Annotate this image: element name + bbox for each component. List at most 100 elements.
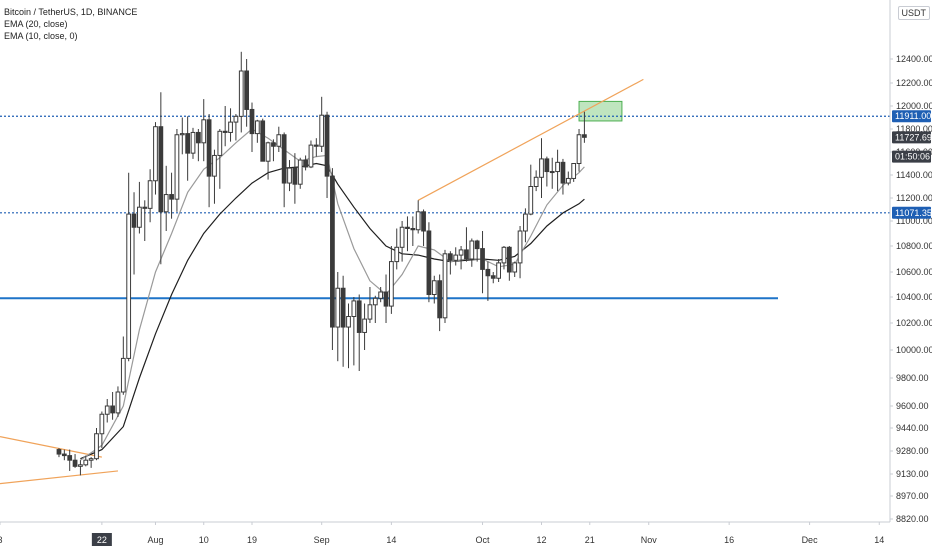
candle-body[interactable] (158, 126, 164, 213)
candle-body[interactable] (405, 226, 410, 229)
candle-body[interactable] (544, 158, 550, 173)
candle-body[interactable] (362, 318, 367, 333)
candle-body[interactable] (571, 163, 577, 179)
candle-body[interactable] (281, 134, 287, 184)
candle-body[interactable] (153, 126, 158, 182)
candle-body[interactable] (490, 275, 496, 279)
candle-body[interactable] (576, 134, 582, 164)
candle-body[interactable] (313, 144, 319, 147)
candle-body[interactable] (426, 230, 432, 295)
candle-body[interactable] (61, 453, 67, 457)
candle-body[interactable] (265, 142, 271, 162)
target-box[interactable] (578, 100, 623, 122)
candle-body[interactable] (212, 154, 217, 177)
candle-body[interactable] (206, 119, 212, 177)
candle-body[interactable] (217, 130, 223, 156)
candle-body[interactable] (99, 413, 105, 435)
candle-body[interactable] (137, 206, 142, 228)
candle-body[interactable] (340, 287, 346, 328)
candle-body[interactable] (512, 262, 518, 273)
candle-body[interactable] (72, 459, 78, 467)
candle-body[interactable] (115, 391, 121, 414)
candle-body[interactable] (555, 161, 560, 173)
candle-body[interactable] (88, 458, 94, 461)
candle-body[interactable] (565, 177, 571, 184)
candle-body[interactable] (431, 280, 437, 295)
trendline[interactable] (0, 470, 119, 485)
candle-body[interactable] (233, 115, 239, 123)
candle-body[interactable] (147, 180, 153, 209)
candle-body[interactable] (104, 405, 110, 415)
candle-body[interactable] (292, 167, 298, 185)
candle-body[interactable] (126, 213, 132, 359)
candle-body[interactable] (319, 114, 325, 147)
candle-body[interactable] (222, 130, 228, 133)
candle-body[interactable] (260, 120, 266, 162)
trendline[interactable] (0, 436, 102, 458)
candle-body[interactable] (528, 186, 534, 215)
candle-body[interactable] (244, 70, 250, 110)
candle-body[interactable] (94, 433, 99, 460)
candle-body[interactable] (271, 142, 276, 147)
candle-body[interactable] (383, 291, 389, 307)
candle-body[interactable] (254, 120, 260, 135)
candle-body[interactable] (201, 119, 207, 144)
candle-body[interactable] (389, 261, 394, 307)
candle-body[interactable] (163, 194, 169, 213)
candle-body[interactable] (410, 228, 416, 231)
candle-body[interactable] (297, 159, 303, 185)
candle-body[interactable] (238, 70, 244, 117)
candle-body[interactable] (276, 134, 282, 147)
candle-body[interactable] (249, 108, 255, 135)
candle-body[interactable] (308, 144, 314, 168)
candle-body[interactable] (399, 226, 405, 248)
candle-body[interactable] (346, 316, 351, 328)
candle-body[interactable] (517, 230, 523, 264)
candle-body[interactable] (303, 159, 308, 168)
candle-body[interactable] (453, 254, 459, 261)
candle-body[interactable] (131, 213, 137, 228)
candle-body[interactable] (415, 211, 421, 231)
trendline[interactable] (417, 78, 644, 201)
candle-body[interactable] (356, 300, 362, 333)
candle-body[interactable] (335, 287, 341, 328)
candle-body[interactable] (378, 291, 384, 299)
candle-body[interactable] (447, 253, 453, 261)
candle-body[interactable] (185, 133, 191, 154)
candle-body[interactable] (169, 194, 174, 200)
candle-body[interactable] (560, 161, 566, 184)
candle-body[interactable] (469, 240, 475, 260)
candle-body[interactable] (228, 121, 233, 133)
candle-body[interactable] (458, 249, 464, 256)
candle-body[interactable] (179, 133, 185, 136)
candle-body[interactable] (474, 240, 480, 250)
candle-body[interactable] (394, 246, 400, 263)
candle-body[interactable] (437, 280, 443, 319)
candle-body[interactable] (367, 304, 373, 320)
candle-body[interactable] (501, 246, 507, 264)
candle-body[interactable] (120, 357, 126, 393)
candle-body[interactable] (83, 459, 89, 466)
candle-body[interactable] (330, 175, 335, 328)
candle-body[interactable] (421, 211, 426, 232)
candle-body[interactable] (582, 134, 587, 138)
candle-body[interactable] (67, 455, 73, 461)
candle-body[interactable] (480, 248, 485, 270)
candle-body[interactable] (442, 253, 448, 319)
candle-body[interactable] (506, 246, 512, 273)
candle-body[interactable] (287, 167, 292, 184)
candle-body[interactable] (56, 449, 62, 455)
candle-body[interactable] (324, 114, 330, 177)
candle-body[interactable] (174, 134, 180, 200)
candle-body[interactable] (539, 158, 544, 178)
candle-body[interactable] (533, 176, 539, 188)
candle-body[interactable] (110, 405, 115, 414)
currency-label[interactable]: USDT (897, 6, 930, 20)
candle-body[interactable] (464, 249, 469, 260)
candle-body[interactable] (496, 262, 501, 279)
candle-body[interactable] (351, 300, 357, 317)
candle-body[interactable] (523, 213, 528, 232)
candle-body[interactable] (485, 268, 491, 277)
candle-body[interactable] (549, 171, 555, 174)
